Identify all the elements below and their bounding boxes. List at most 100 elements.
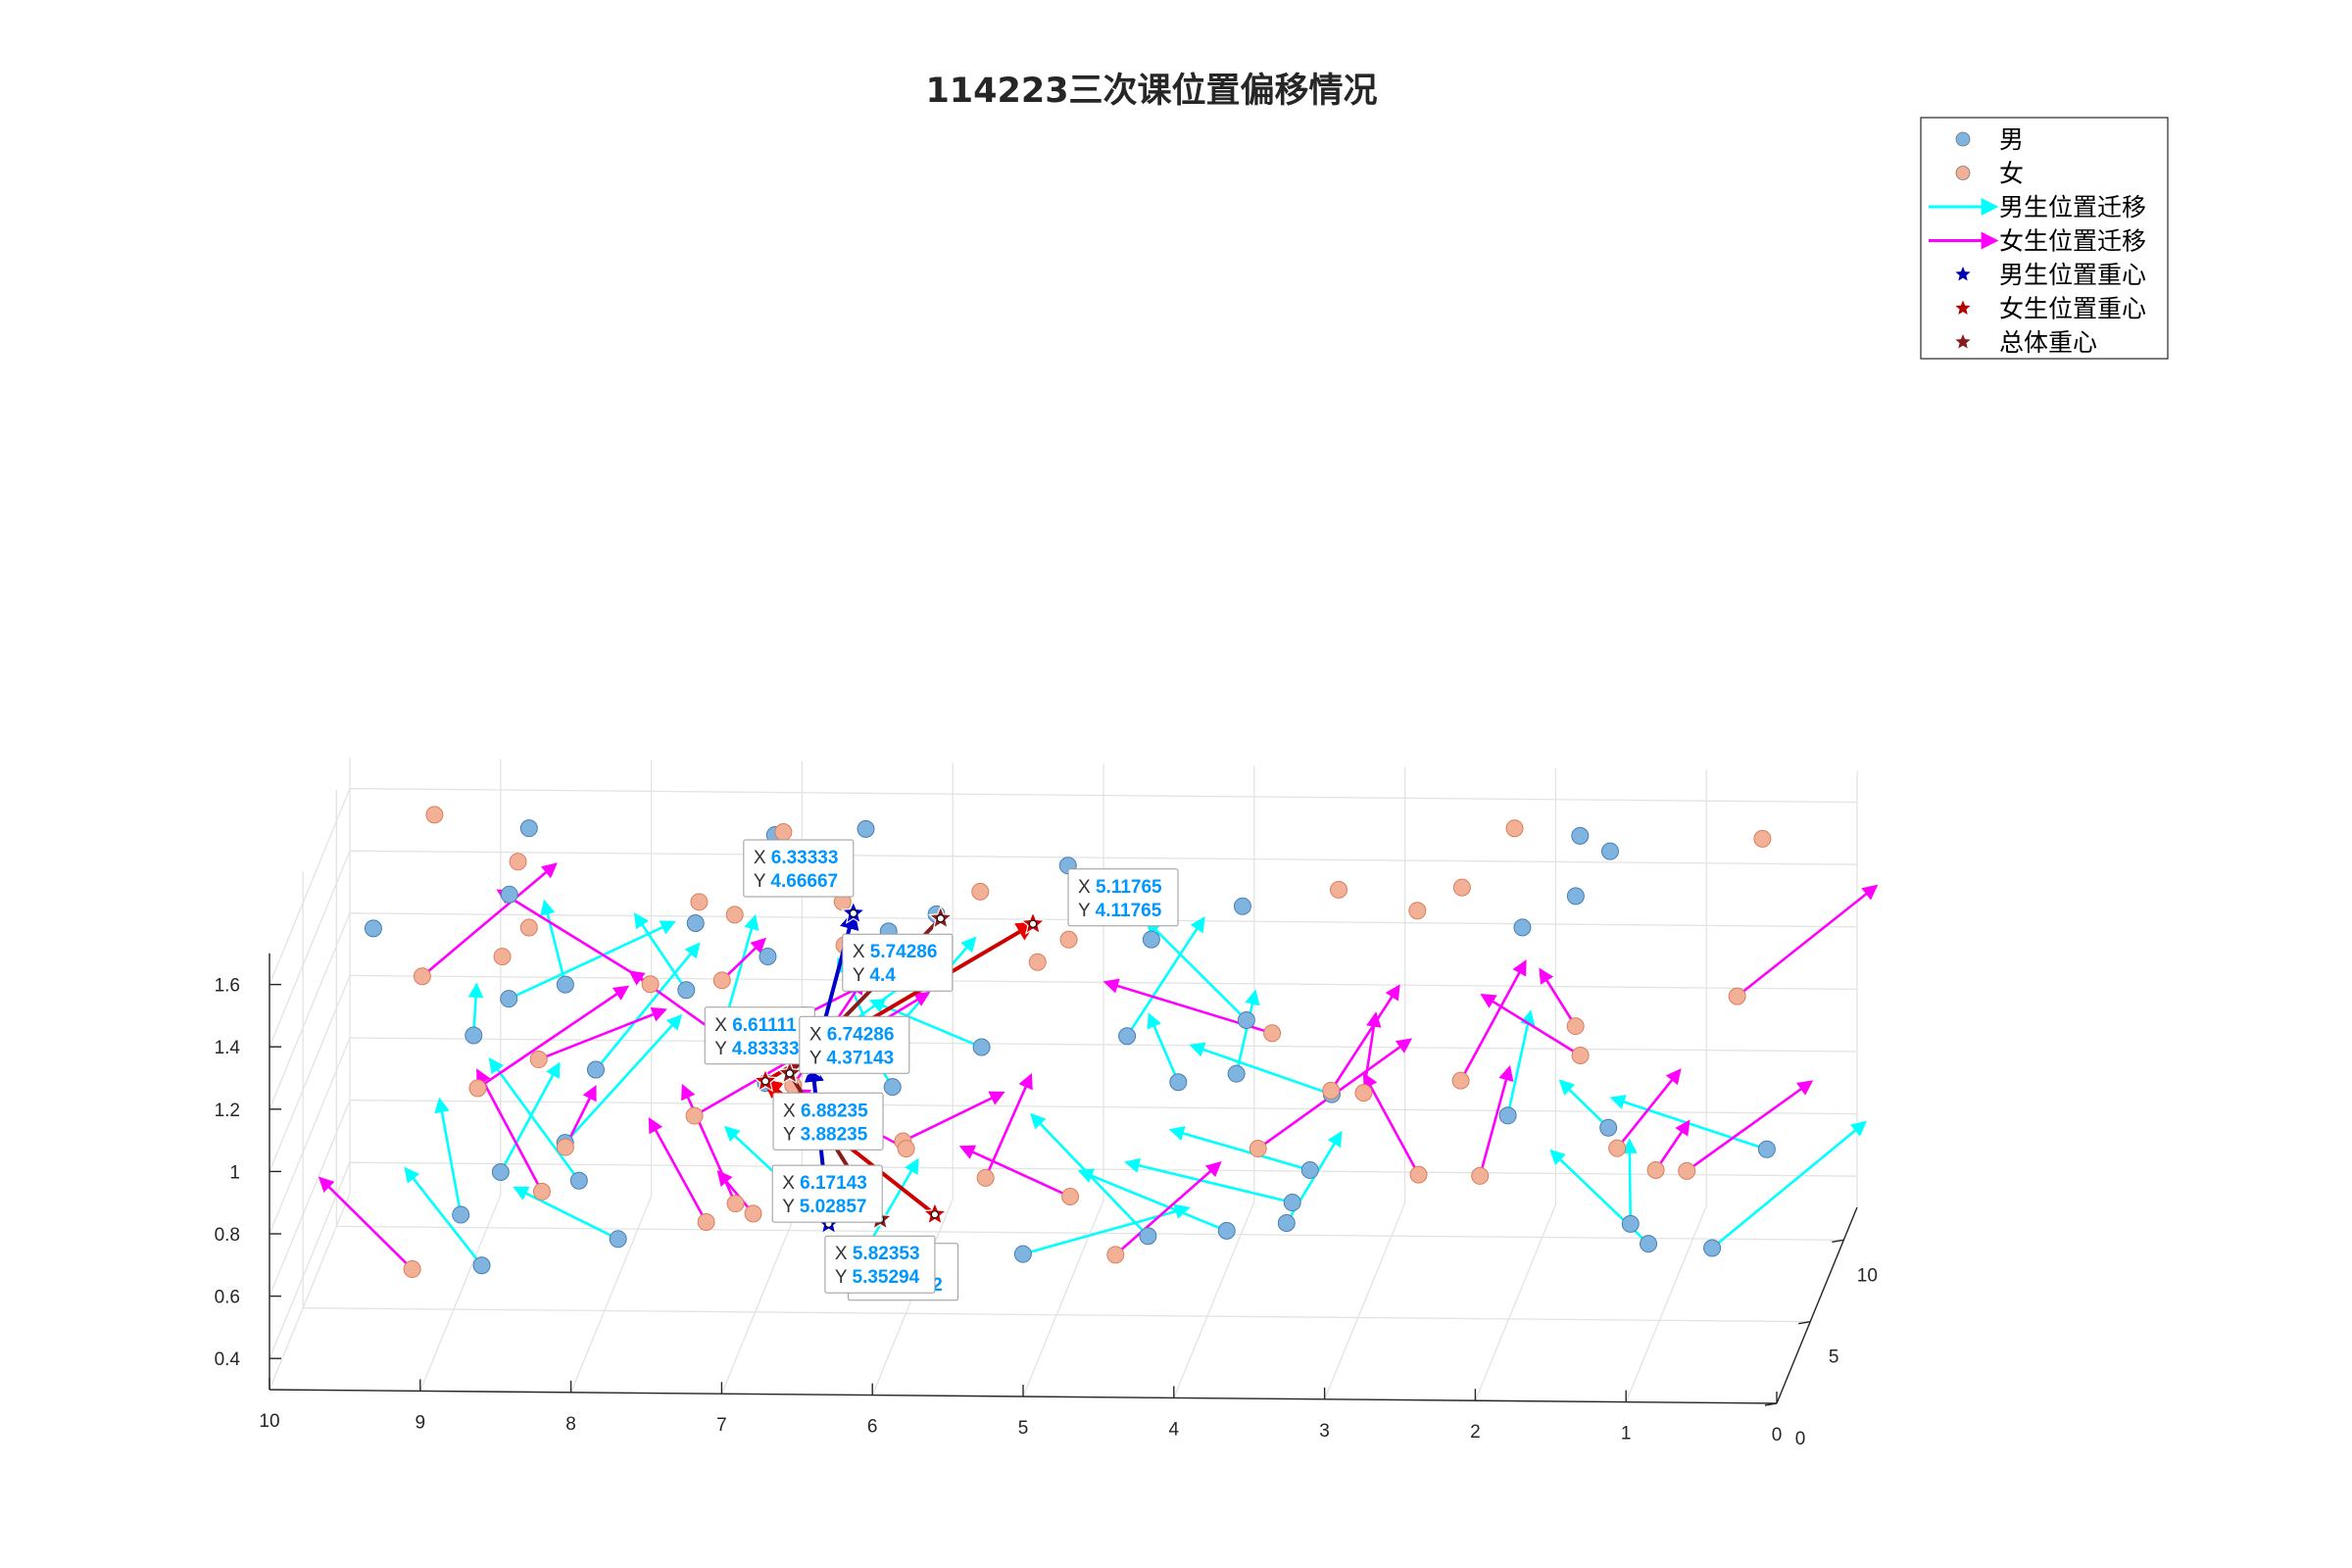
female-migration-arrow [1480,993,1582,1057]
female-point [1678,1161,1696,1180]
legend-entry: 女生位置重心 [1955,295,2146,323]
male-migration-arrow [488,1057,580,1182]
centroid-datatip-dot [936,914,945,923]
datatip-box [772,1092,884,1151]
female-migration-arrow [958,1145,1071,1199]
female-point [1408,902,1427,920]
datatip-x-value: 6.88235 [801,1101,868,1121]
datatip-x-prefix: X [714,1015,732,1036]
datatip-x: X 5.82353 [835,1244,920,1264]
datatip-x-value: 5.82353 [853,1244,920,1264]
male-point [677,981,696,1000]
centroid-datatip-dot [849,908,858,917]
female-point [1354,1084,1373,1102]
legend-marker [1955,131,1971,147]
datatip: X 6.17143 Y 5.02857 [771,1164,883,1223]
datatip-x-prefix: X [853,942,870,962]
legend-label: 女 [1999,160,2024,188]
female-point [690,893,709,911]
female-point [971,882,990,901]
datatip-x: X 5.74286 [853,942,938,962]
datatip-y-prefix: Y [853,965,870,986]
male-point [452,1205,470,1224]
male-migration-arrow [1235,989,1260,1074]
z-tick-label: 1.2 [215,1101,240,1121]
male-migration-arrow [1622,1138,1638,1224]
grid-line-x [419,759,502,1392]
datatip-x-value: 6.61111 [732,1015,797,1036]
male-point [1300,1160,1319,1179]
datatip-y: Y 3.88235 [783,1124,868,1145]
female-point [774,823,793,842]
datatip-y: Y 5.35294 [835,1267,920,1288]
male-migration-arrow [1711,1120,1867,1250]
male-point [1142,930,1160,949]
female-point [1451,1071,1470,1090]
female-point [532,1182,551,1200]
male-migration-arrow [1124,1157,1294,1204]
legend-star [1955,267,1971,281]
male-point [491,1162,510,1181]
male-point [569,1171,588,1190]
legend-entry: 男生位置迁移 [1929,193,2146,221]
female-migration-arrow [1616,1068,1682,1150]
female-migration-arrow [1362,1072,1420,1176]
grid-line-z [269,1099,1858,1297]
datatip-y-value: 4.4 [869,965,896,986]
z-tick-label: 1 [229,1162,240,1183]
female-point [509,853,527,871]
datatip-y: Y 4.11765 [1078,901,1162,921]
male-point [1227,1064,1246,1083]
female-migration-arrow [1686,1080,1814,1172]
female-point [1753,829,1772,848]
male-point [465,1026,483,1045]
female-point [744,1204,762,1223]
datatip-x-value: 6.74286 [827,1024,895,1045]
datatip-x: X 6.74286 [809,1024,895,1045]
male-migration-arrow [1145,919,1248,1021]
female-point [403,1260,421,1279]
male-point [1277,1214,1296,1233]
female-migration-arrow [1478,1064,1514,1177]
chart-title: 114223三次课位置偏移情况 [925,72,1377,111]
legend-marker [1955,166,1971,180]
y-tick-label: 0 [1795,1429,1806,1449]
male-point [1139,1227,1157,1246]
female-migration-arrow [538,1006,667,1061]
male-migration-arrow [564,1013,683,1145]
datatip-x: X 6.33333 [754,848,839,868]
datatip-y-prefix: Y [782,1197,800,1217]
male-point [519,819,538,838]
male-point [1566,887,1585,906]
male-point [1513,918,1532,937]
grid-line-z [269,1037,1858,1235]
datatip-box [1067,868,1179,927]
y-tick-label: 10 [1857,1265,1878,1286]
female-point [468,1079,487,1098]
male-point [1757,1140,1776,1158]
grid-line-x [569,760,653,1394]
male-migration-arrow [404,1166,483,1267]
grid-line-z [269,1161,1858,1359]
female-migration-arrow [648,1116,708,1223]
datatip-y-value: 4.11765 [1096,901,1162,921]
male-migration-arrow [1168,1126,1311,1172]
legend-label: 男生位置迁移 [1999,193,2146,221]
datatip-x-prefix: X [782,1173,800,1194]
datatip-box [743,839,855,898]
female-migration-arrow [476,985,630,1090]
male-point [1217,1221,1236,1240]
centroid-datatip-dot [785,1069,794,1078]
datatip-y-value: 5.02857 [800,1197,867,1217]
female-migration-arrow [476,1068,544,1193]
male-point [1169,1073,1188,1092]
datatip-x-value: 6.33333 [771,848,839,868]
female-migration-arrow [1330,984,1400,1092]
datatip-x: X 6.17143 [782,1173,867,1194]
datatip-y-prefix: Y [835,1267,853,1288]
male-migration-arrow [1558,1079,1610,1129]
male-point [1599,1118,1618,1137]
